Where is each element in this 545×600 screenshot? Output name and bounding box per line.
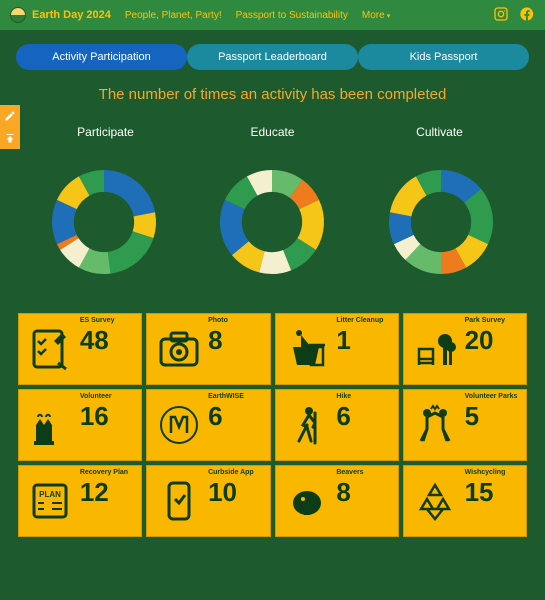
tile-label: Park Survey xyxy=(465,317,505,325)
tile-value: 48 xyxy=(80,327,109,353)
donut-participate xyxy=(39,157,169,287)
col-cultivate: Cultivate xyxy=(356,125,523,139)
pill-tabs: Activity ParticipationPassport Leaderboa… xyxy=(16,44,529,70)
social-links xyxy=(493,6,535,25)
recycle-icon xyxy=(408,469,463,533)
plan-icon: PLAN xyxy=(23,469,78,533)
hiker-icon xyxy=(280,393,335,457)
tab-activity-participation[interactable]: Activity Participation xyxy=(16,44,187,70)
tile-value: 15 xyxy=(465,479,494,505)
badge-icon xyxy=(151,393,206,457)
nav-link-more[interactable]: More▾ xyxy=(362,10,390,21)
facebook-icon[interactable] xyxy=(519,6,535,25)
tile-value: 8 xyxy=(336,479,350,505)
tab-passport-leaderboard[interactable]: Passport Leaderboard xyxy=(187,44,358,70)
camera-icon xyxy=(151,317,206,381)
beaver-icon xyxy=(280,469,335,533)
tile-park-survey[interactable]: Park Survey 20 xyxy=(403,313,527,385)
tile-label: Wishcycling xyxy=(465,469,506,477)
tile-value: 8 xyxy=(208,327,222,353)
tile-earthwise[interactable]: EarthWISE 6 xyxy=(146,389,270,461)
column-headers: Participate Educate Cultivate xyxy=(16,125,529,157)
tile-beavers[interactable]: Beavers 8 xyxy=(275,465,399,537)
tile-wishcycling[interactable]: Wishcycling 15 xyxy=(403,465,527,537)
tile-recovery-plan[interactable]: PLAN Recovery Plan 12 xyxy=(18,465,142,537)
tile-label: Photo xyxy=(208,317,228,325)
tile-volunteer[interactable]: Volunteer 16 xyxy=(18,389,142,461)
highfive-icon xyxy=(408,393,463,457)
instagram-icon[interactable] xyxy=(493,6,509,25)
hands-icon xyxy=(23,393,78,457)
park-icon xyxy=(408,317,463,381)
svg-text:PLAN: PLAN xyxy=(40,490,62,499)
tile-label: Volunteer Parks xyxy=(465,393,518,401)
tile-label: Hike xyxy=(336,393,351,401)
tile-litter-cleanup[interactable]: Litter Cleanup 1 xyxy=(275,313,399,385)
trash-icon xyxy=(280,317,335,381)
share-icon[interactable] xyxy=(0,127,20,149)
brand[interactable]: Earth Day 2024 xyxy=(10,7,111,23)
tile-label: EarthWISE xyxy=(208,393,244,401)
tile-label: Beavers xyxy=(336,469,363,477)
brand-logo-icon xyxy=(10,7,26,23)
brand-text: Earth Day 2024 xyxy=(32,9,111,21)
side-tools xyxy=(0,105,20,149)
nav-link-passport[interactable]: Passport to Sustainability xyxy=(236,10,348,21)
topbar: Earth Day 2024 People, Planet, Party! Pa… xyxy=(0,0,545,30)
col-participate: Participate xyxy=(22,125,189,139)
checklist-icon xyxy=(23,317,78,381)
tile-value: 1 xyxy=(336,327,350,353)
donut-educate xyxy=(207,157,337,287)
donut-cultivate xyxy=(376,157,506,287)
activity-grid: ES Survey 48 Photo 8 Litter Cleanup 1 Park Sur… xyxy=(16,313,529,537)
tile-value: 5 xyxy=(465,403,479,429)
tile-es-survey[interactable]: ES Survey 48 xyxy=(18,313,142,385)
tile-value: 6 xyxy=(208,403,222,429)
tab-kids-passport[interactable]: Kids Passport xyxy=(358,44,529,70)
tile-curbside-app[interactable]: Curbside App 10 xyxy=(146,465,270,537)
tile-label: Litter Cleanup xyxy=(336,317,383,325)
tile-label: Volunteer xyxy=(80,393,112,401)
tile-value: 20 xyxy=(465,327,494,353)
tile-value: 6 xyxy=(336,403,350,429)
tile-value: 10 xyxy=(208,479,237,505)
donut-charts xyxy=(16,157,529,313)
tile-photo[interactable]: Photo 8 xyxy=(146,313,270,385)
chevron-down-icon: ▾ xyxy=(387,13,391,20)
tile-value: 12 xyxy=(80,479,109,505)
col-educate: Educate xyxy=(189,125,356,139)
phone-icon xyxy=(151,469,206,533)
tile-volunteer-parks[interactable]: Volunteer Parks 5 xyxy=(403,389,527,461)
edit-icon[interactable] xyxy=(0,105,20,127)
tile-hike[interactable]: Hike 6 xyxy=(275,389,399,461)
tile-label: Curbside App xyxy=(208,469,254,477)
nav-link-people[interactable]: People, Planet, Party! xyxy=(125,10,222,21)
tile-value: 16 xyxy=(80,403,109,429)
tile-label: ES Survey xyxy=(80,317,115,325)
page-title: The number of times an activity has been… xyxy=(16,86,529,103)
tile-label: Recovery Plan xyxy=(80,469,128,477)
